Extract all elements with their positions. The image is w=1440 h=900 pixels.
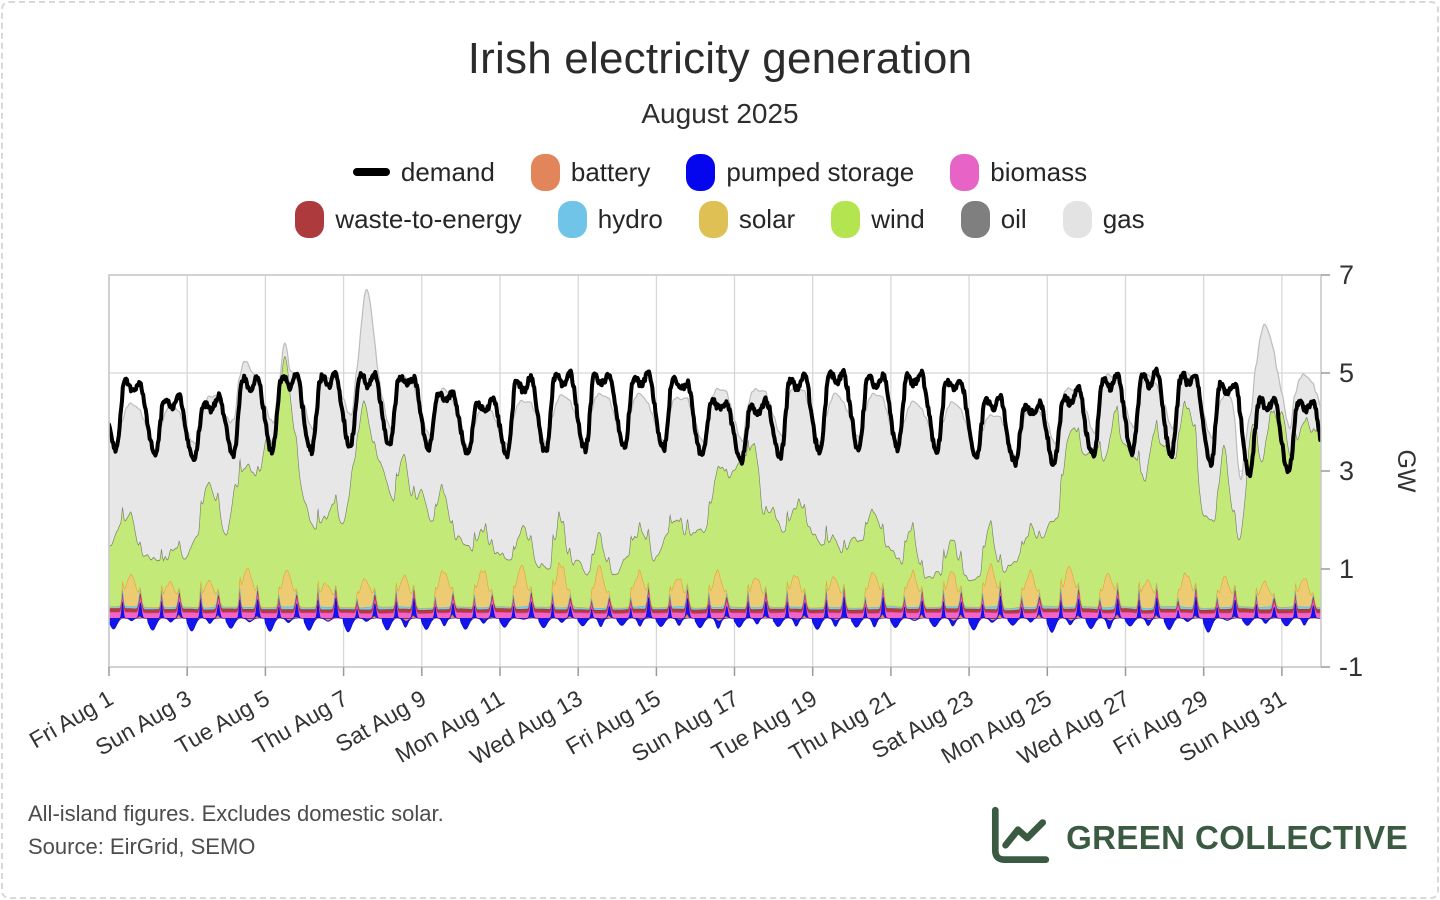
legend-label: wind (871, 204, 925, 234)
y-tick-label: -1 (1339, 652, 1363, 682)
brand-name: GREEN COLLECTIVE (1066, 819, 1408, 856)
waste-to-energy-swatch-icon (295, 200, 325, 238)
wind-swatch-icon (831, 200, 861, 238)
legend-label: hydro (597, 204, 663, 234)
brand-lockup: GREEN COLLECTIVE (986, 804, 1408, 872)
y-tick-label: 1 (1339, 554, 1354, 584)
legend-item-pumped-storage: pumped storage (686, 153, 915, 191)
hydro-swatch-icon (557, 200, 587, 238)
oil-swatch-icon (960, 200, 990, 238)
chart-subtitle: August 2025 (641, 98, 799, 129)
legend-label: oil (1000, 204, 1027, 234)
legend-label: solar (738, 204, 796, 234)
solar-swatch-icon (698, 200, 728, 238)
legend-row-1: demand battery pumped storage biomass (0, 150, 1440, 194)
plot-area (109, 288, 1321, 633)
legend-item-demand: demand (352, 157, 495, 187)
y-tick-label: 5 (1339, 358, 1354, 388)
series-wind (109, 356, 1321, 609)
legend-item-battery: battery (530, 153, 651, 191)
series-biomass (109, 590, 1321, 618)
legend-item-wind: wind (831, 200, 925, 238)
demand-line (109, 366, 1321, 479)
y-tick-label: 7 (1339, 260, 1354, 290)
legend-label: biomass (990, 157, 1088, 187)
legend-item-oil: oil (960, 200, 1027, 238)
legend-item-biomass: biomass (950, 153, 1088, 191)
biomass-swatch-icon (950, 153, 980, 191)
series-pumped-storage-pumping (109, 617, 1321, 633)
legend-item-waste-to-energy: waste-to-energy (295, 200, 522, 238)
legend-item-gas: gas (1062, 200, 1145, 238)
y-axis-title: GW (1392, 449, 1420, 492)
chart-title: Irish electricity generation (467, 34, 973, 83)
legend-label: waste-to-energy (335, 204, 522, 234)
series-solar (109, 562, 1321, 609)
demand-swatch-icon (352, 168, 390, 176)
series-gas (109, 289, 1321, 581)
pumped-storage-swatch-icon (686, 153, 716, 191)
y-tick-label: 3 (1339, 456, 1354, 486)
legend-item-hydro: hydro (557, 200, 663, 238)
series-waste (109, 587, 1321, 614)
legend-label: battery (570, 157, 651, 187)
legend-label: demand (400, 157, 495, 187)
footnote-line-2: Source: EirGrid, SEMO (28, 834, 256, 859)
battery-swatch-icon (530, 153, 560, 191)
gas-swatch-icon (1062, 200, 1092, 238)
legend-item-solar: solar (698, 200, 796, 238)
legend-row-2: waste-to-energy hydro solar wind oil gas (0, 197, 1440, 241)
icon-axes (992, 806, 1050, 863)
footnote-line-1: All-island figures. Excludes domestic so… (28, 801, 444, 826)
legend-label: pumped storage (726, 157, 915, 187)
legend-label: gas (1102, 204, 1145, 234)
line-chart-icon (992, 806, 1050, 863)
icon-trend-line (1002, 819, 1047, 849)
